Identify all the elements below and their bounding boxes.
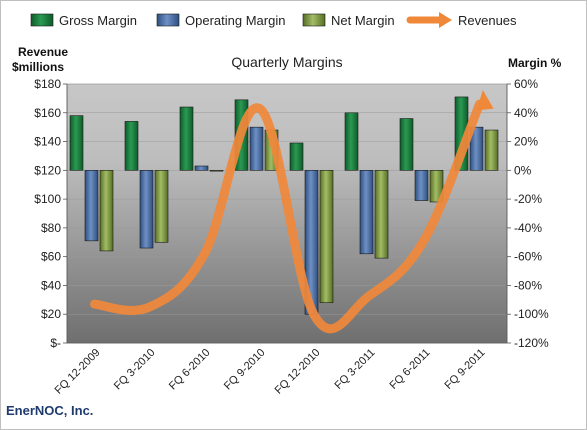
- left-tick-label: $40: [41, 278, 61, 292]
- bar-net-margin: [154, 170, 169, 243]
- bar-operating-margin: [469, 126, 484, 171]
- left-axis-label-line2: $millions: [12, 60, 64, 74]
- bar-gross-margin: [399, 118, 414, 171]
- right-tick-label: -40%: [514, 221, 542, 235]
- right-tick-label: -120%: [514, 336, 549, 350]
- right-tick-label: -80%: [514, 278, 542, 292]
- left-tick-label: $20: [41, 307, 61, 321]
- right-tick-label: 0%: [514, 163, 532, 177]
- bar-net-margin: [484, 129, 499, 171]
- left-tick-label: $140: [34, 135, 61, 149]
- bar-gross-margin: [179, 106, 194, 171]
- right-tick-label: -20%: [514, 192, 542, 206]
- right-tick-label: -100%: [514, 307, 549, 321]
- left-tick-label: $160: [34, 106, 61, 120]
- revenue-line-arrowhead: [476, 90, 494, 111]
- bar-gross-margin: [344, 112, 359, 171]
- bar-operating-margin: [139, 170, 154, 249]
- right-tick-label: 40%: [514, 106, 538, 120]
- bar-net-margin: [429, 170, 444, 203]
- revenue-line: [90, 99, 484, 334]
- bar-operating-margin: [249, 126, 264, 171]
- left-tick-label: $120: [34, 163, 61, 177]
- left-axis-label-line1: Revenue: [18, 45, 68, 59]
- chart-title: Quarterly Margins: [231, 54, 342, 70]
- legend-label-net-margin: Net Margin: [331, 13, 395, 28]
- legend-swatch-gross-margin: [30, 13, 54, 27]
- legend-swatch-operating-margin: [156, 13, 180, 27]
- legend-swatch-revenues-arrow: [439, 12, 452, 28]
- right-tick-label: -60%: [514, 250, 542, 264]
- left-tick-label: $80: [41, 221, 61, 235]
- bar-net-margin: [374, 170, 389, 259]
- bar-net-margin: [99, 170, 114, 252]
- right-axis-label: Margin %: [508, 56, 562, 70]
- bar-gross-margin: [69, 115, 84, 171]
- legend-label-gross-margin: Gross Margin: [59, 13, 137, 28]
- left-tick-label: $-: [50, 336, 61, 350]
- bar-operating-margin: [84, 170, 99, 242]
- footer-company-name: EnerNOC, Inc.: [6, 403, 93, 418]
- bar-gross-margin: [124, 121, 139, 171]
- bar-gross-margin: [289, 142, 304, 171]
- left-tick-label: $60: [41, 250, 61, 264]
- legend-label-operating-margin: Operating Margin: [185, 13, 285, 28]
- bar-net-margin: [319, 170, 334, 304]
- legend-label-revenues: Revenues: [458, 13, 517, 28]
- left-tick-label: $180: [34, 77, 61, 91]
- legend-swatch-net-margin: [302, 13, 326, 27]
- right-tick-label: 60%: [514, 77, 538, 91]
- bar-net-margin: [209, 170, 224, 172]
- bar-operating-margin: [414, 170, 429, 201]
- bar-operating-margin: [194, 165, 209, 171]
- bar-operating-margin: [359, 170, 374, 255]
- left-tick-label: $100: [34, 192, 61, 206]
- right-tick-label: 20%: [514, 135, 538, 149]
